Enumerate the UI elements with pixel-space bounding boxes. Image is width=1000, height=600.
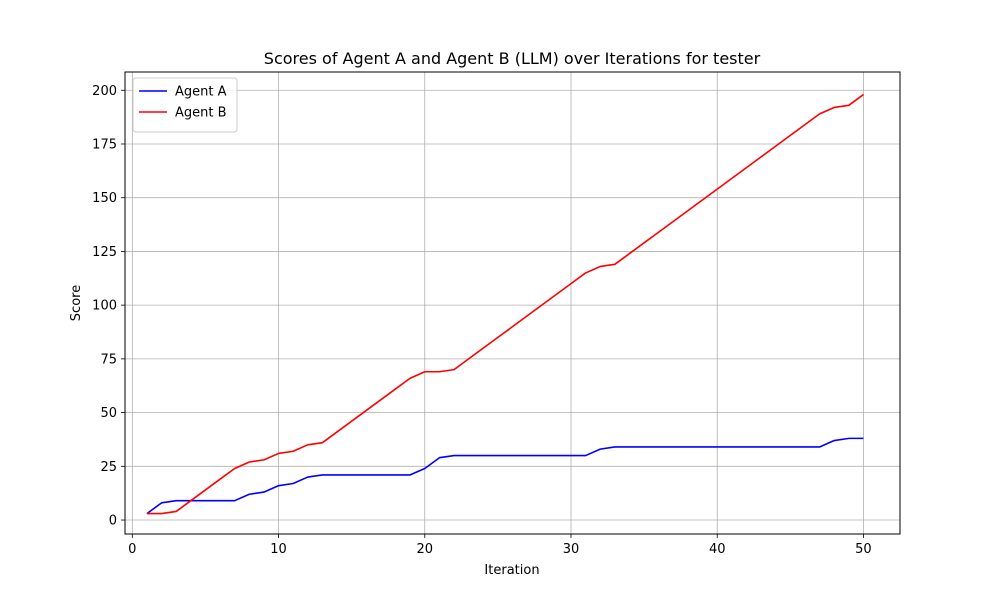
legend-label-agent-a: Agent A [175,85,227,100]
y-tick-label: 0 [109,514,117,529]
y-tick-label: 200 [92,84,117,99]
series-line-agent-b [146,93,864,515]
y-axis-label: Score [69,285,84,321]
series-lines [146,93,864,515]
y-tick-label: 50 [100,406,117,421]
x-tick-label: 50 [855,542,872,557]
y-tick-label: 100 [92,299,117,314]
x-tick-label: 40 [709,542,726,557]
axis-ticks: 0 10 20 30 40 50 0 25 50 75 100 125 150 175 200 [92,84,872,557]
chart-title: Scores of Agent A and Agent B (LLM) over… [264,49,761,68]
x-tick-label: 20 [416,542,433,557]
x-tick-label: 0 [128,542,136,557]
plot-frame [124,71,901,535]
x-axis-label: Iteration [484,563,539,578]
legend-label-agent-b: Agent B [175,106,227,121]
x-tick-label: 10 [270,542,287,557]
x-tick-label: 30 [563,542,580,557]
y-tick-label: 150 [92,191,117,206]
legend: Agent A Agent B [132,77,238,133]
y-tick-label: 175 [92,137,117,152]
y-tick-label: 25 [100,460,117,475]
grid-lines [125,72,900,534]
y-tick-label: 75 [100,352,117,367]
y-tick-label: 125 [92,245,117,260]
series-line-agent-a [146,437,864,515]
